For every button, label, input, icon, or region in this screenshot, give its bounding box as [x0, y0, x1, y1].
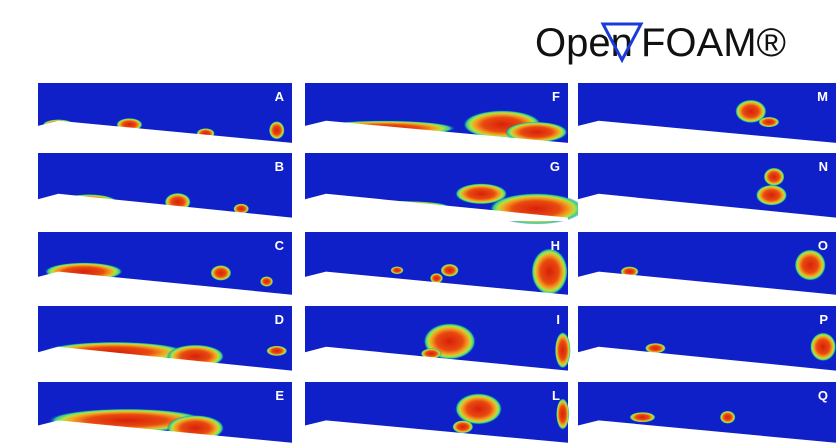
flow-blob [630, 412, 656, 422]
flow-blob [759, 117, 780, 127]
panel-label: F [552, 89, 560, 104]
panel-label: Q [818, 388, 828, 403]
flow-blob [452, 420, 473, 433]
flow-blob [391, 266, 404, 274]
flow-blob [810, 333, 836, 362]
flow-blob [266, 346, 287, 356]
panel-label: B [275, 159, 284, 174]
panel: I [305, 306, 571, 374]
panel: L [305, 382, 569, 446]
flow-blob [555, 332, 571, 368]
panel-label: E [275, 388, 284, 403]
flow-blob [756, 185, 787, 206]
figure: Open FOAM® A B C D E F G H I L M N O P Q [0, 0, 836, 446]
flow-blob [795, 249, 826, 280]
flow-blob [455, 393, 502, 424]
panel: P [578, 306, 836, 374]
flow-blob [764, 168, 785, 186]
panel-label: N [819, 159, 828, 174]
panel: H [305, 232, 568, 298]
flow-blob [260, 276, 273, 286]
flow-blob [531, 248, 567, 295]
panel: Q [578, 382, 836, 446]
logo-open: Open [535, 21, 633, 65]
logo-foam: FOAM® [641, 21, 786, 65]
panel: O [578, 232, 836, 298]
panel: M [578, 83, 836, 146]
panel-label: M [817, 89, 828, 104]
panel: D [38, 306, 292, 374]
panel-label: O [818, 238, 828, 253]
panel: C [38, 232, 292, 298]
panel-label: D [275, 312, 284, 327]
panel-label: I [556, 312, 560, 327]
panel-label: A [275, 89, 285, 104]
flow-blob [720, 411, 736, 424]
flow-blob [269, 121, 285, 139]
panel-label: P [819, 312, 828, 327]
panel-grid: A B C D E F G H I L M N O P Q [38, 83, 836, 446]
flow-blob [556, 398, 569, 429]
panel: N [578, 153, 836, 221]
panel-label: L [552, 388, 560, 403]
flow-blob [441, 264, 459, 277]
panel: B [38, 153, 292, 221]
panel-label: C [275, 238, 285, 253]
panel: E [38, 382, 292, 446]
panel: G [305, 153, 583, 224]
panel-label: H [551, 238, 560, 253]
panel-label: G [550, 159, 560, 174]
panel: F [305, 83, 568, 146]
flow-blob [210, 265, 231, 281]
panel: A [38, 83, 292, 146]
